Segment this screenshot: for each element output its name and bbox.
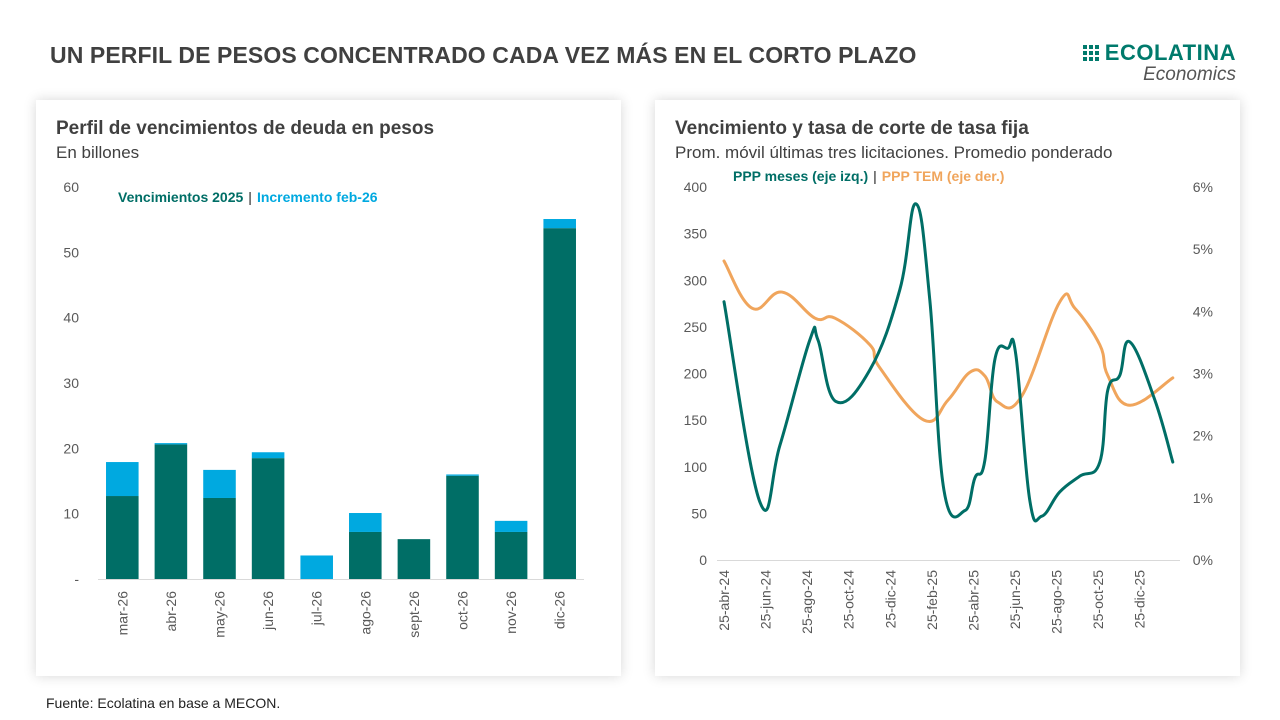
line-chart-subtitle: Prom. móvil últimas tres licitaciones. P… xyxy=(675,143,1113,162)
logo-grid-icon xyxy=(1082,45,1099,61)
legend-separator: | xyxy=(873,168,877,184)
y-right-tick-label: 2% xyxy=(1193,428,1213,444)
source-note: Fuente: Ecolatina en base a MECON. xyxy=(46,695,281,711)
bar-vencimientos xyxy=(446,475,479,579)
x-tick-label: 25-feb-25 xyxy=(924,570,940,630)
bar-incremento xyxy=(349,513,382,532)
y-left-tick-label: 400 xyxy=(684,179,708,195)
x-tick-label: oct-26 xyxy=(455,591,471,630)
x-tick-label: 25-oct-24 xyxy=(841,570,857,629)
logo-subtitle: Economics xyxy=(1143,64,1236,85)
bar-vencimientos xyxy=(106,496,139,579)
x-tick-label: 25-abr-24 xyxy=(716,570,732,631)
y-left-tick-label: 200 xyxy=(684,366,708,382)
legend-series-2: Incremento feb-26 xyxy=(256,189,378,205)
bar-chart-panel: Perfil de vencimientos de deuda en pesos… xyxy=(36,100,621,676)
y-left-tick-label: 100 xyxy=(684,459,708,475)
line-chart-legend: PPP meses (eje izq.) | PPP TEM (eje der.) xyxy=(733,168,1004,184)
y-right-tick-label: 1% xyxy=(1193,490,1213,506)
y-right-tick-label: 3% xyxy=(1193,366,1213,382)
y-left-tick-label: 300 xyxy=(684,272,708,288)
x-tick-label: jun-26 xyxy=(260,591,276,631)
x-tick-label: nov-26 xyxy=(503,591,519,634)
page-title: UN PERFIL DE PESOS CONCENTRADO CADA VEZ … xyxy=(50,42,917,68)
logo-name: ECOLATINA xyxy=(1104,40,1236,65)
x-tick-label: ago-26 xyxy=(357,591,373,635)
x-tick-label: 25-dic-24 xyxy=(882,570,898,629)
y-left-tick-label: 0 xyxy=(699,552,707,568)
bar-incremento xyxy=(106,462,139,497)
x-tick-label: 25-jun-25 xyxy=(1007,570,1023,629)
bar-incremento xyxy=(203,469,236,498)
bar-vencimientos xyxy=(349,531,382,579)
bar-incremento xyxy=(154,443,188,445)
line-ppp-meses xyxy=(722,202,1175,523)
bar-vencimientos xyxy=(154,444,188,579)
line-chart-panel: Vencimiento y tasa de corte de tasa fija… xyxy=(655,100,1240,676)
x-tick-label: 25-ago-25 xyxy=(1049,570,1065,634)
y-left-tick-label: 150 xyxy=(684,412,708,428)
y-right-tick-label: 6% xyxy=(1193,179,1213,195)
bar-incremento xyxy=(446,474,479,476)
x-tick-label: mar-26 xyxy=(114,591,130,636)
legend-separator: | xyxy=(248,189,252,205)
x-tick-label: dic-26 xyxy=(552,591,568,629)
bar-vencimientos xyxy=(397,539,431,579)
legend-series-1: PPP meses (eje izq.) xyxy=(733,168,869,184)
bar-chart-legend: Vencimientos 2025 | Incremento feb-26 xyxy=(118,189,378,205)
x-tick-label: 25-ago-24 xyxy=(799,570,815,634)
bar-chart-subtitle: En billones xyxy=(56,143,140,162)
x-tick-label: jul-26 xyxy=(309,591,325,626)
bar-incremento xyxy=(543,219,576,229)
y-left-tick-label: 250 xyxy=(684,319,708,335)
bar-incremento xyxy=(494,520,528,532)
logo: ECOLATINA Economics xyxy=(1082,40,1236,86)
bar-vencimientos xyxy=(203,497,236,579)
x-tick-label: 25-jun-24 xyxy=(758,570,774,629)
x-tick-label: sept-26 xyxy=(406,591,422,638)
line-chart-svg: 0 50 100 150 200 250 300 350 400 0% 1% 2% 3% 4% 5% 6% 25… xyxy=(684,179,1213,634)
y-tick-label: 20 xyxy=(63,440,79,456)
bar-vencimientos xyxy=(543,228,576,579)
y-right-tick-label: 4% xyxy=(1193,303,1213,319)
y-tick-label: 30 xyxy=(63,375,79,391)
x-tick-label: 25-abr-25 xyxy=(965,570,981,631)
bar-incremento xyxy=(251,452,285,459)
x-tick-label: 25-dic-25 xyxy=(1132,570,1148,629)
x-tick-label: abr-26 xyxy=(163,591,179,632)
y-right-tick-label: 5% xyxy=(1193,241,1213,257)
y-tick-label: - xyxy=(74,571,79,587)
bar-chart-title: Perfil de vencimientos de deuda en pesos xyxy=(56,118,435,139)
y-tick-label: 50 xyxy=(63,244,79,260)
y-left-tick-label: 50 xyxy=(691,505,707,521)
y-right-tick-label: 0% xyxy=(1193,552,1213,568)
y-tick-label: 10 xyxy=(63,506,79,522)
bar-vencimientos xyxy=(494,531,528,579)
x-tick-label: may-26 xyxy=(212,591,228,638)
line-ppp-tem xyxy=(722,259,1175,424)
y-tick-label: 40 xyxy=(63,310,79,326)
y-tick-label: 60 xyxy=(63,179,79,195)
y-left-tick-label: 350 xyxy=(684,226,708,242)
bar-chart-svg: - 10 20 30 40 50 60 mar-26 abr-26 may-26 jun-26 jul… xyxy=(63,179,584,638)
bar-vencimientos xyxy=(251,458,285,579)
legend-series-1: Vencimientos 2025 xyxy=(118,189,244,205)
x-tick-label: 25-oct-25 xyxy=(1090,570,1106,629)
legend-series-2: PPP TEM (eje der.) xyxy=(881,168,1005,184)
bar-incremento xyxy=(300,555,333,579)
line-chart-title: Vencimiento y tasa de corte de tasa fija xyxy=(675,118,1029,139)
